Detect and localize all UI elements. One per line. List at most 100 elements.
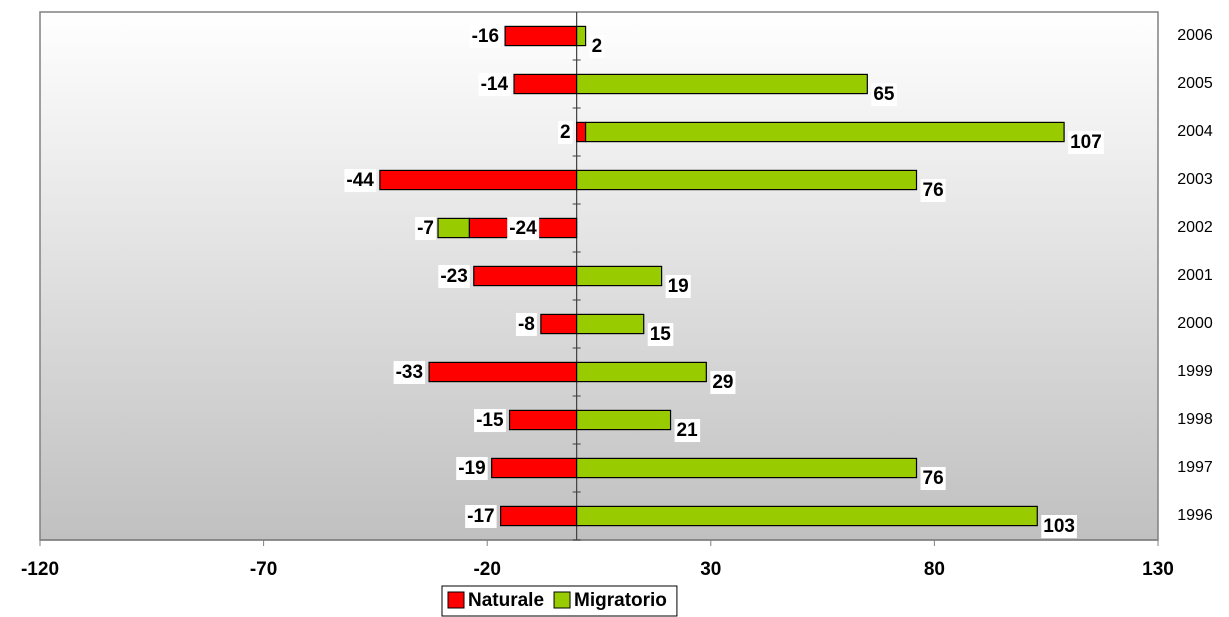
value-label-bg	[474, 409, 506, 433]
value-label: -23	[440, 266, 467, 287]
legend-label: Migratorio	[574, 590, 667, 611]
value-label: -19	[458, 458, 485, 479]
value-label: -15	[476, 410, 504, 431]
value-label-group: 29	[710, 371, 736, 395]
value-label-bg	[507, 217, 540, 241]
value-label-group: -7	[415, 217, 437, 241]
bar	[576, 457, 918, 479]
value-label-group: 2	[558, 121, 573, 145]
value-label-group: 19	[665, 275, 691, 299]
value-label: -33	[396, 362, 423, 383]
value-label-group: -24	[507, 217, 540, 241]
legend-swatch	[553, 591, 571, 609]
value-label-bg	[647, 323, 674, 347]
value-label: -16	[472, 26, 499, 47]
value-label-bg	[469, 25, 502, 49]
value-label-group: -16	[469, 25, 502, 49]
bar	[504, 25, 578, 47]
value-label-bg	[920, 179, 946, 203]
value-label-group: -8	[515, 313, 537, 337]
y-category-label: 1999	[1177, 363, 1213, 380]
value-label-bg	[344, 169, 377, 193]
value-label-bg	[415, 217, 437, 241]
y-category-label: 2000	[1177, 315, 1213, 332]
bar	[576, 265, 663, 287]
value-label: 2	[560, 122, 571, 143]
x-tick-label: -120	[21, 559, 59, 580]
x-tick-label: -20	[473, 559, 500, 580]
bar	[576, 313, 645, 335]
legend: Naturale Migratorio	[441, 585, 678, 617]
bar	[500, 505, 578, 527]
value-label-bg	[589, 35, 605, 59]
y-category-label: 2006	[1177, 27, 1213, 44]
value-label: 65	[873, 84, 895, 105]
y-category-label: 2003	[1177, 171, 1213, 188]
value-label: -17	[467, 506, 494, 527]
value-label: 21	[677, 420, 699, 441]
value-label: -44	[346, 170, 374, 191]
value-label-group: -33	[393, 361, 426, 385]
bar	[576, 73, 868, 95]
y-category-label: 2005	[1177, 75, 1213, 92]
bar	[428, 361, 578, 383]
bar	[491, 457, 578, 479]
value-label: -24	[509, 218, 537, 239]
value-label-bg	[1041, 515, 1077, 539]
bar	[508, 409, 578, 431]
value-label-bg	[456, 457, 488, 481]
value-label-group: 76	[920, 179, 946, 203]
bar	[584, 121, 1065, 143]
value-label-group: 21	[674, 419, 701, 443]
value-label: 29	[712, 372, 733, 393]
value-label-bg	[665, 275, 691, 299]
value-label-group: -14	[478, 73, 511, 97]
bar	[473, 265, 578, 287]
value-label: -14	[481, 74, 509, 95]
bar	[576, 361, 707, 383]
value-label: 103	[1043, 516, 1075, 537]
bar	[576, 169, 918, 191]
value-label: 76	[923, 180, 944, 201]
y-category-label: 1996	[1177, 507, 1213, 524]
bar	[513, 73, 578, 95]
x-tick-label: 30	[700, 559, 721, 580]
bar	[576, 505, 1038, 527]
legend-swatch	[447, 591, 465, 609]
value-label-bg	[871, 83, 897, 107]
value-label: 76	[923, 468, 944, 489]
bar	[437, 217, 470, 239]
value-label-group: -15	[474, 409, 506, 433]
value-label-group: 76	[920, 467, 946, 491]
value-label-bg	[920, 467, 946, 491]
value-label-bg	[558, 121, 573, 145]
value-label-bg	[1068, 131, 1104, 155]
bar	[540, 313, 578, 335]
value-label-group: -44	[344, 169, 377, 193]
bar	[576, 121, 587, 143]
value-label-bg	[393, 361, 426, 385]
value-label: 19	[668, 276, 689, 297]
value-label-bg	[674, 419, 701, 443]
value-label-group: 103	[1041, 515, 1077, 539]
value-label-bg	[438, 265, 470, 289]
value-label: -7	[417, 218, 434, 239]
x-tick-label: 80	[924, 559, 945, 580]
value-label-bg	[478, 73, 511, 97]
x-tick-label: -70	[250, 559, 277, 580]
value-label-bg	[710, 371, 736, 395]
value-label-group: 107	[1068, 131, 1104, 155]
value-label-group: -19	[456, 457, 488, 481]
value-label: 2	[592, 36, 603, 57]
y-category-label: 1997	[1177, 459, 1213, 476]
value-label: 107	[1070, 132, 1102, 153]
value-label-group: -23	[438, 265, 470, 289]
bar	[576, 409, 672, 431]
bar	[576, 25, 587, 47]
value-label-group: 2	[589, 35, 605, 59]
y-category-label: 1998	[1177, 411, 1213, 428]
y-category-label: 2001	[1177, 267, 1213, 284]
value-label-bg	[465, 505, 497, 529]
y-category-label: 2002	[1177, 219, 1213, 236]
